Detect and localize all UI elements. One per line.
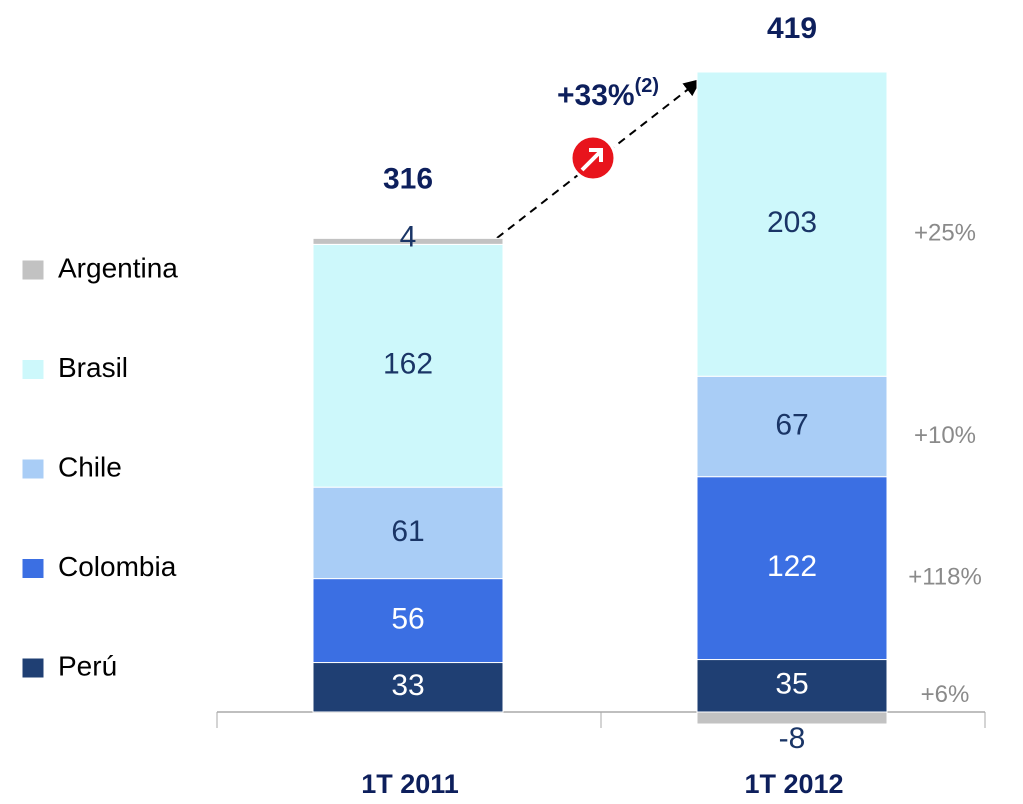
change-label: +6%	[921, 681, 970, 708]
change-label: +25%	[914, 219, 976, 246]
growth-text: +33%	[557, 79, 635, 112]
legend-label: Colombia	[58, 551, 177, 582]
x-tick-label: 1T 2012	[744, 769, 843, 799]
value-label: 4	[400, 220, 417, 253]
value-label: 162	[383, 348, 433, 381]
legend-label: Perú	[58, 650, 117, 681]
legend-label: Brasil	[58, 352, 128, 383]
growth-note: (2)	[635, 75, 659, 97]
total-label: 316	[383, 162, 433, 195]
value-label: 33	[391, 669, 424, 702]
legend-swatch	[21, 359, 45, 380]
change-label: +10%	[914, 422, 976, 449]
bar-segment	[312, 243, 504, 488]
legend-label: Argentina	[58, 252, 178, 283]
legend-swatch	[21, 458, 45, 480]
value-label: 56	[391, 602, 424, 635]
value-label: 203	[767, 206, 817, 239]
bar-segment	[696, 711, 888, 725]
bar-segment	[696, 476, 888, 661]
bar-segment	[696, 659, 888, 713]
bar-segment	[312, 578, 504, 664]
total-label: 419	[767, 12, 817, 45]
legend-swatch	[21, 657, 45, 679]
x-tick-label: 1T 2011	[361, 769, 459, 799]
value-label: 67	[775, 408, 808, 441]
growth-annotation: +33%(2)	[557, 75, 659, 112]
value-label: 61	[391, 515, 424, 548]
value-label: 35	[775, 668, 808, 701]
legend-swatch	[21, 558, 45, 579]
bar-segment	[312, 237, 504, 245]
value-label: -8	[779, 722, 806, 755]
legend-swatch	[21, 259, 45, 281]
value-label: 122	[767, 550, 817, 583]
bar-segment	[696, 375, 888, 478]
change-label: +118%	[908, 563, 982, 590]
bar-segment	[312, 486, 504, 580]
bar-segment	[696, 71, 888, 377]
bar-segment	[312, 662, 504, 713]
legend-label: Chile	[58, 451, 122, 482]
growth-icon	[569, 134, 617, 182]
